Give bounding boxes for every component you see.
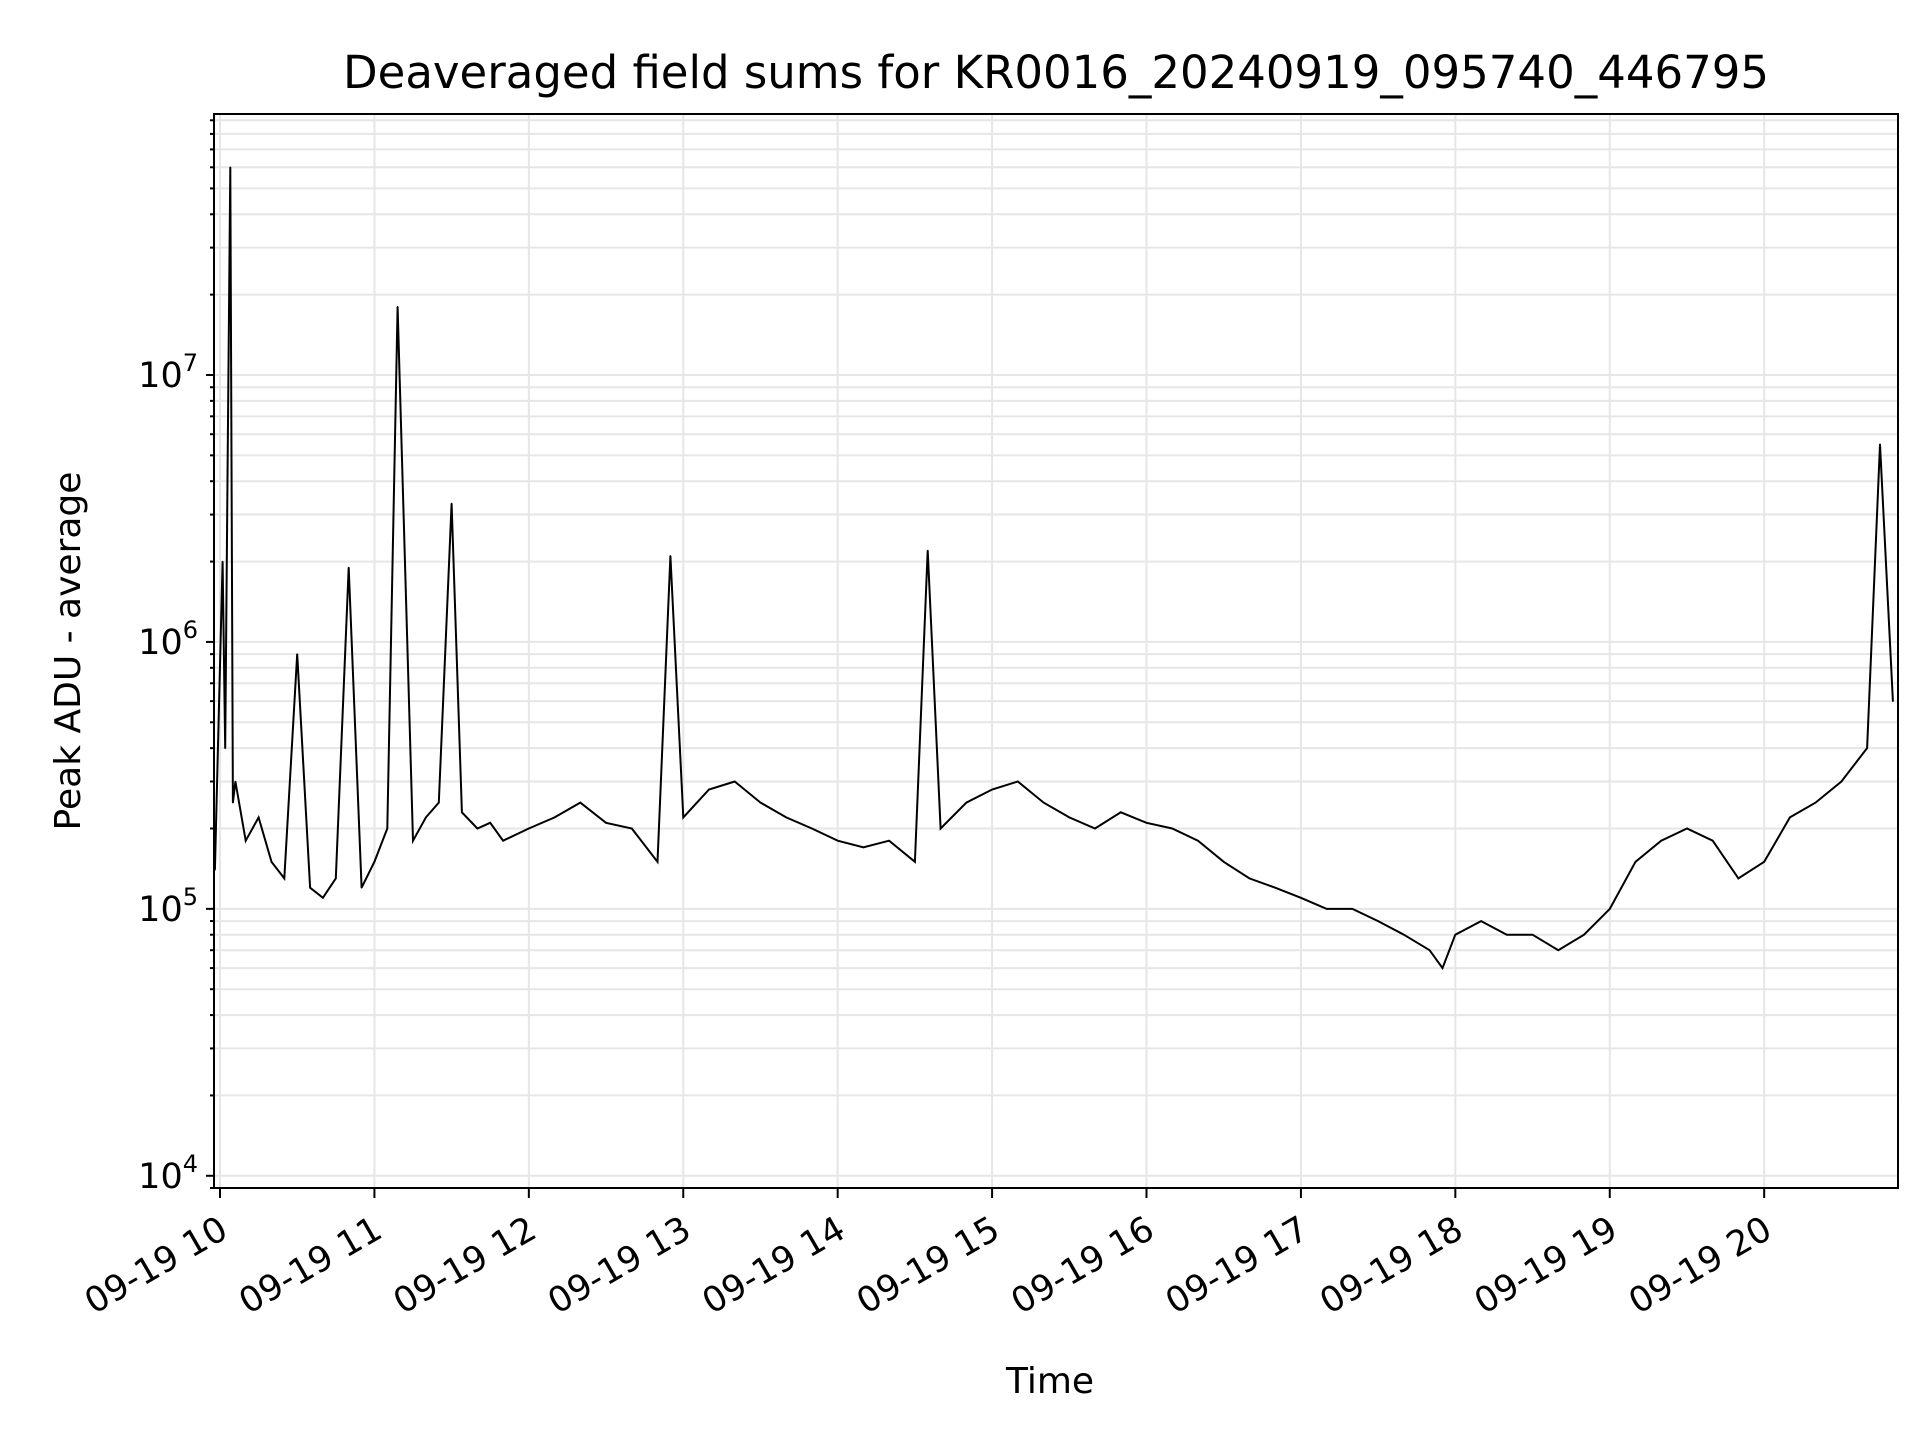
data-point	[335, 877, 337, 880]
data-point	[476, 827, 479, 830]
data-point	[1145, 822, 1148, 824]
data-point	[1737, 877, 1740, 880]
data-point	[630, 827, 633, 830]
data-point	[232, 801, 234, 804]
x-axis-label: Time	[1005, 1361, 1094, 1402]
data-point	[221, 560, 224, 563]
data-point	[386, 827, 389, 830]
data-point	[553, 816, 556, 819]
data-point	[1608, 908, 1611, 910]
data-point	[914, 861, 916, 863]
data-point	[373, 861, 376, 863]
data-point	[229, 166, 232, 169]
data-point	[1480, 920, 1482, 922]
data-point	[1171, 827, 1174, 830]
data-point	[234, 780, 237, 783]
data-point	[1879, 443, 1881, 446]
data-point	[708, 788, 710, 791]
chart-title: Deaveraged field sums for KR0016_2024091…	[343, 46, 1769, 99]
data-point	[1789, 816, 1791, 819]
data-point	[244, 839, 247, 842]
data-point	[836, 839, 839, 842]
data-point	[1557, 949, 1560, 952]
data-point	[296, 653, 299, 655]
data-point	[1814, 801, 1817, 804]
data-point	[1042, 801, 1045, 804]
data-point	[412, 839, 414, 842]
data-point	[1300, 897, 1302, 899]
data-point	[1119, 811, 1122, 814]
data-point	[965, 801, 968, 804]
data-point	[224, 747, 226, 749]
data-point	[1506, 933, 1508, 936]
data-point	[926, 549, 929, 552]
data-point	[682, 816, 685, 819]
data-point	[528, 827, 530, 830]
data-point	[759, 801, 762, 804]
grid-lines	[214, 114, 1898, 1189]
data-point	[1583, 933, 1585, 936]
data-point	[1866, 747, 1868, 749]
data-point	[1660, 839, 1663, 842]
data-point	[1377, 920, 1379, 922]
data-point	[502, 839, 504, 842]
data-point	[360, 886, 363, 889]
data-point	[450, 502, 453, 505]
data-point	[1531, 933, 1534, 936]
data-point	[1222, 861, 1225, 863]
data-point	[461, 811, 463, 814]
data-point	[1325, 908, 1328, 910]
data-point	[1068, 816, 1071, 819]
series-layer	[213, 166, 1894, 971]
series-line	[213, 167, 1894, 971]
data-point	[425, 816, 427, 819]
data-point	[396, 306, 399, 308]
data-point	[1017, 780, 1019, 783]
plot-frame	[213, 113, 1899, 1189]
data-point	[1248, 877, 1251, 880]
data-point	[811, 827, 813, 830]
data-point	[1094, 827, 1096, 830]
data-point	[1686, 827, 1688, 830]
data-point	[226, 454, 229, 457]
data-point	[322, 897, 324, 899]
data-point	[1711, 839, 1714, 842]
data-point	[309, 886, 311, 889]
y-tick-label: 106	[138, 616, 198, 663]
data-point	[1763, 861, 1765, 863]
data-point	[1634, 861, 1637, 863]
data-point	[733, 780, 736, 783]
data-point	[579, 801, 582, 804]
data-point	[489, 822, 492, 824]
data-point	[270, 861, 273, 863]
data-point	[991, 788, 993, 791]
data-point	[939, 827, 942, 830]
data-point	[1441, 967, 1444, 969]
data-point	[1351, 908, 1354, 910]
data-point	[283, 877, 286, 880]
data-point	[785, 816, 787, 819]
data-point	[1454, 933, 1457, 936]
data-point	[1274, 886, 1276, 889]
data-point	[437, 801, 440, 804]
data-point	[605, 822, 607, 824]
data-point	[669, 555, 672, 557]
data-point	[1892, 700, 1894, 702]
data-point	[1197, 839, 1199, 842]
data-point	[1403, 933, 1405, 936]
data-point	[1840, 780, 1843, 783]
data-point	[888, 839, 890, 842]
y-tick-label: 104	[138, 1150, 198, 1197]
y-tick-label: 105	[138, 883, 198, 930]
data-point	[862, 846, 865, 849]
data-point	[656, 861, 659, 863]
y-axis-label: Peak ADU - average	[48, 472, 89, 831]
data-point	[257, 816, 260, 819]
y-tick-label: 107	[138, 349, 198, 396]
data-point	[1428, 949, 1431, 952]
data-point	[347, 566, 350, 569]
